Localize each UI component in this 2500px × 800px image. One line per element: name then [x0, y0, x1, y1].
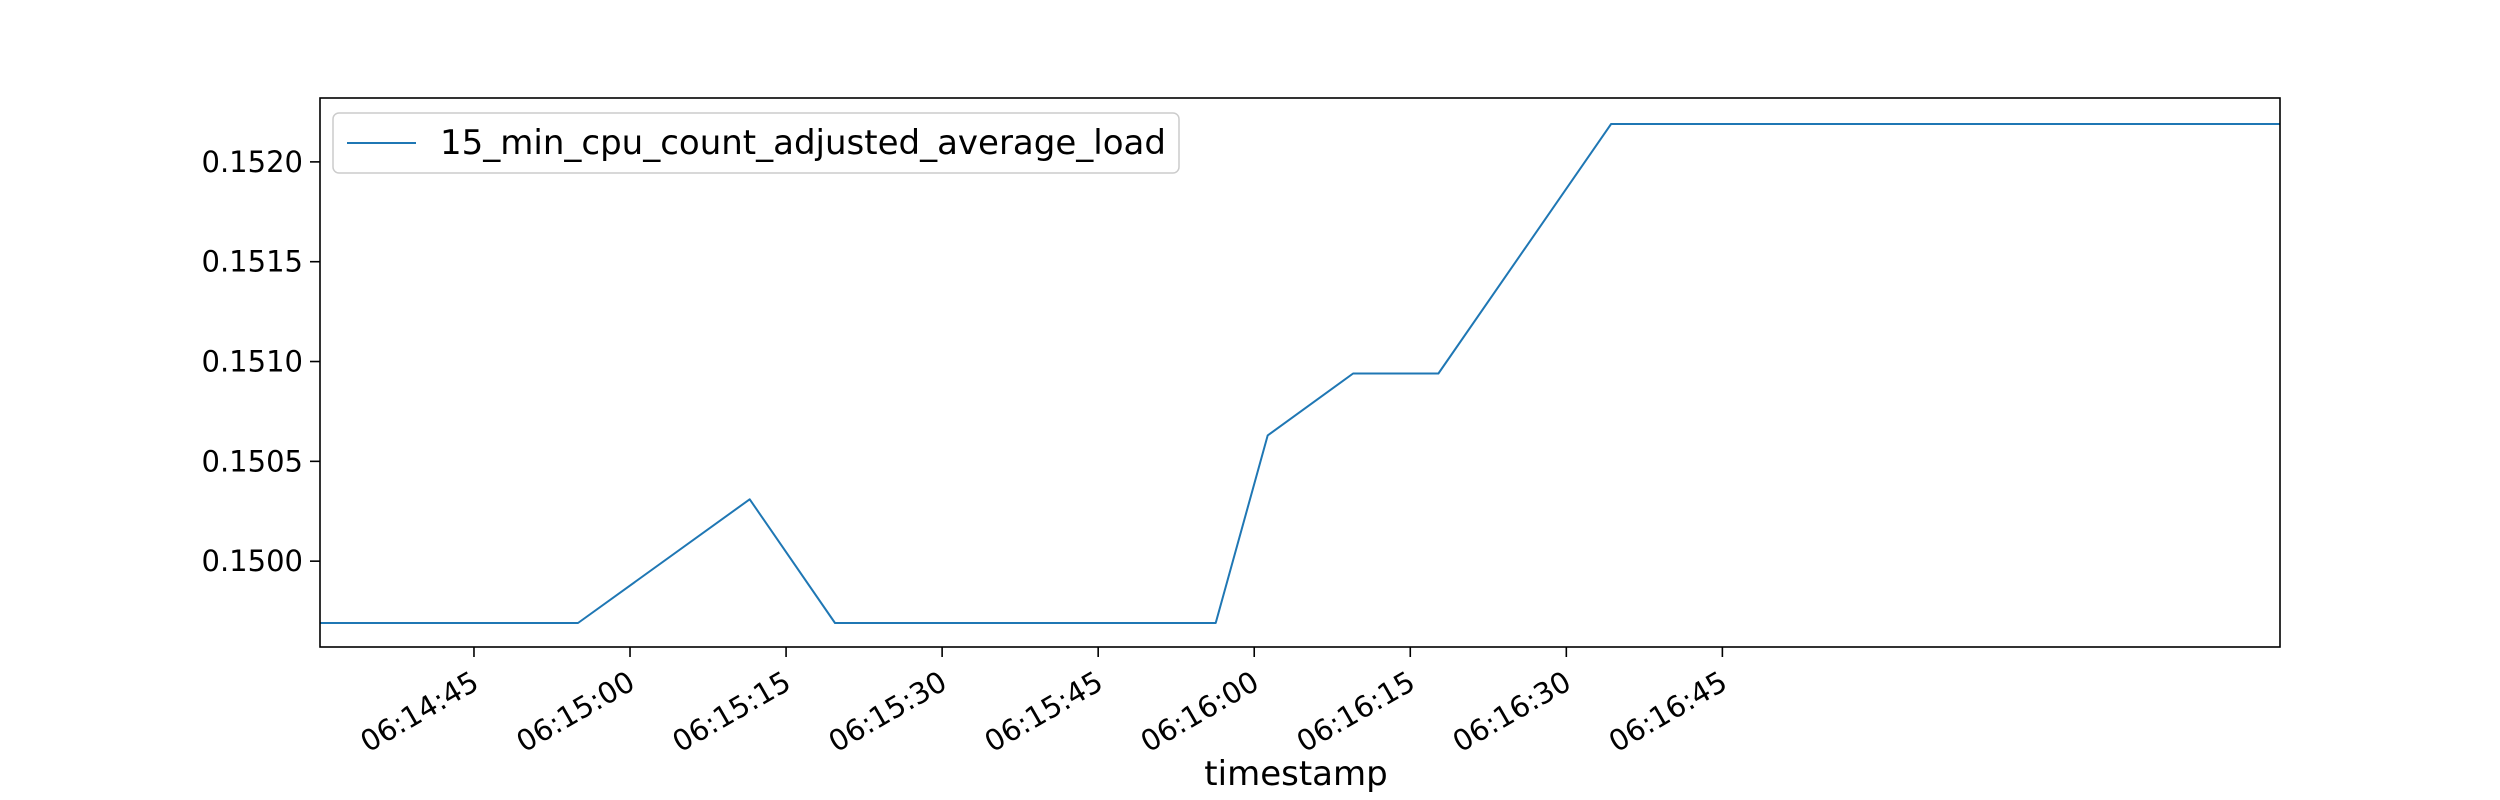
y-axis: 0.1500 0.1505 0.1510 0.1515 0.1520 — [202, 145, 320, 578]
legend-box — [332, 112, 1180, 174]
y-tick-label: 0.1515 — [202, 245, 303, 279]
x-tick-label: 06:15:00 — [511, 664, 641, 759]
series-line-0 — [320, 123, 2280, 624]
x-axis-label: timestamp — [1204, 754, 1387, 794]
x-tick-label: 06:15:15 — [667, 664, 797, 759]
y-tick-label: 0.1510 — [202, 345, 303, 379]
x-tick-label: 06:14:45 — [354, 664, 484, 759]
x-axis: 06:14:45 06:15:00 06:15:15 06:15:30 06:15:45… — [354, 647, 1733, 759]
x-tick-label: 06:16:15 — [1291, 664, 1421, 759]
y-tick-label: 0.1505 — [202, 444, 303, 478]
plot-frame — [319, 97, 2281, 648]
x-tick-label: 06:15:45 — [979, 664, 1109, 759]
series-layer — [320, 123, 2280, 624]
x-tick-label: 06:15:30 — [823, 664, 953, 759]
y-tick-label: 0.1520 — [202, 145, 303, 179]
legend-label: 15_min_cpu_count_adjusted_average_load — [440, 123, 1166, 163]
legend: 15_min_cpu_count_adjusted_average_load — [332, 112, 1180, 174]
x-tick-label: 06:16:00 — [1135, 664, 1265, 759]
x-tick-label: 06:16:30 — [1447, 664, 1577, 759]
x-tick-label: 06:16:45 — [1603, 664, 1733, 759]
y-tick-label: 0.1500 — [202, 544, 303, 578]
